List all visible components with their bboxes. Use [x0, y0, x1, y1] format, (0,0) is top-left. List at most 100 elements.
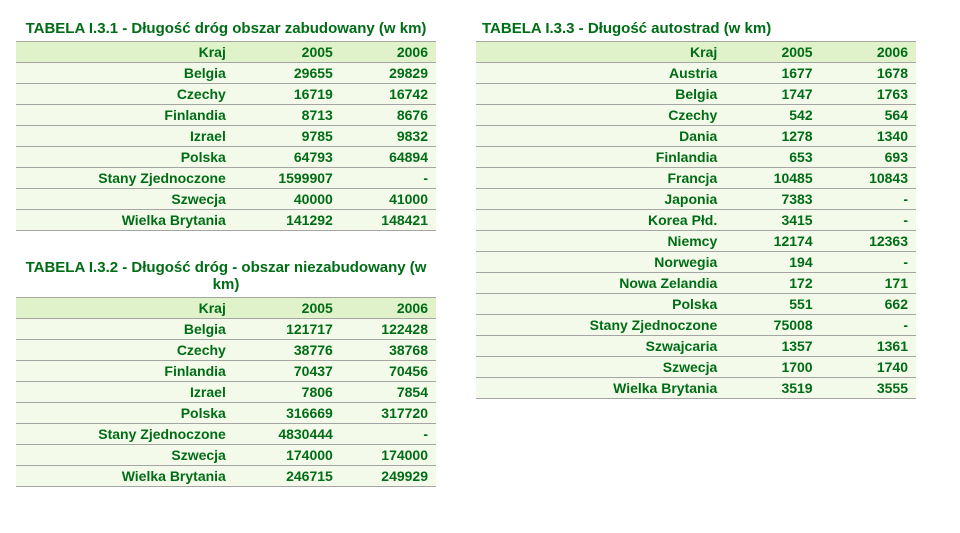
table-2-col-1: 2005	[234, 298, 341, 319]
table-cell: Polska	[16, 147, 234, 168]
table-row: Stany Zjednoczone1599907-	[16, 168, 436, 189]
table-cell: 542	[725, 105, 820, 126]
table-cell: 9832	[341, 126, 436, 147]
table-cell: 653	[725, 147, 820, 168]
table-cell: Polska	[476, 294, 725, 315]
table-1-col-2: 2006	[341, 42, 436, 63]
table-cell: 693	[821, 147, 916, 168]
table-cell: 7806	[234, 382, 341, 403]
table-row: Korea Płd.3415-	[476, 210, 916, 231]
table-row: Japonia7383-	[476, 189, 916, 210]
table-cell: Szwecja	[16, 189, 234, 210]
table-cell: 1700	[725, 357, 820, 378]
table-3-col-0: Kraj	[476, 42, 725, 63]
table-cell: -	[821, 210, 916, 231]
table-cell: 171	[821, 273, 916, 294]
table-row: Szwecja4000041000	[16, 189, 436, 210]
table-cell: 10485	[725, 168, 820, 189]
table-cell: 7854	[341, 382, 436, 403]
table-cell: Austria	[476, 63, 725, 84]
table-row: Stany Zjednoczone4830444-	[16, 424, 436, 445]
table-2-col-0: Kraj	[16, 298, 234, 319]
table-cell: 1357	[725, 336, 820, 357]
table-cell: Szwecja	[476, 357, 725, 378]
table-cell: Dania	[476, 126, 725, 147]
table-row: Niemcy1217412363	[476, 231, 916, 252]
table-cell: 10843	[821, 168, 916, 189]
table-cell: 3519	[725, 378, 820, 399]
table-cell: 3415	[725, 210, 820, 231]
table-cell: 564	[821, 105, 916, 126]
table-cell: 246715	[234, 466, 341, 487]
table-cell: 1340	[821, 126, 916, 147]
table-row: Izrael97859832	[16, 126, 436, 147]
table-row: Wielka Brytania246715249929	[16, 466, 436, 487]
table-cell: Stany Zjednoczone	[16, 168, 234, 189]
table-row: Szwecja174000174000	[16, 445, 436, 466]
table-row: Finlandia653693	[476, 147, 916, 168]
table-3-motorways: TABELA I.3.3 - Długość autostrad (w km) …	[476, 16, 916, 399]
table-cell: 4830444	[234, 424, 341, 445]
table-3-col-1: 2005	[725, 42, 820, 63]
table-cell: Wielka Brytania	[16, 466, 234, 487]
table-cell: Francja	[476, 168, 725, 189]
table-cell: 174000	[341, 445, 436, 466]
table-cell: 1278	[725, 126, 820, 147]
table-3-body: Austria16771678Belgia17471763Czechy54256…	[476, 63, 916, 399]
table-cell: 3555	[821, 378, 916, 399]
table-cell: Korea Płd.	[476, 210, 725, 231]
table-cell: Belgia	[16, 63, 234, 84]
table-row: Szwecja17001740	[476, 357, 916, 378]
table-1-body: Belgia2965529829Czechy1671916742Finlandi…	[16, 63, 436, 231]
table-cell: Izrael	[16, 382, 234, 403]
table-cell: Czechy	[16, 340, 234, 361]
table-cell: Finlandia	[16, 361, 234, 382]
table-row: Belgia121717122428	[16, 319, 436, 340]
table-row: Izrael78067854	[16, 382, 436, 403]
table-1-col-1: 2005	[234, 42, 341, 63]
table-cell: Stany Zjednoczone	[16, 424, 234, 445]
table-cell: 194	[725, 252, 820, 273]
table-cell: 8676	[341, 105, 436, 126]
table-cell: 1678	[821, 63, 916, 84]
table-cell: Belgia	[476, 84, 725, 105]
table-1-col-0: Kraj	[16, 42, 234, 63]
table-cell: Belgia	[16, 319, 234, 340]
table-cell: 1747	[725, 84, 820, 105]
table-cell: 174000	[234, 445, 341, 466]
table-row: Polska316669317720	[16, 403, 436, 424]
table-cell: 1740	[821, 357, 916, 378]
table-cell: 1677	[725, 63, 820, 84]
table-cell: Izrael	[16, 126, 234, 147]
table-cell: Stany Zjednoczone	[476, 315, 725, 336]
table-cell: 38776	[234, 340, 341, 361]
table-row: Szwajcaria13571361	[476, 336, 916, 357]
table-cell: 551	[725, 294, 820, 315]
table-cell: 70437	[234, 361, 341, 382]
table-cell: 75008	[725, 315, 820, 336]
table-row: Nowa Zelandia172171	[476, 273, 916, 294]
table-cell: 12174	[725, 231, 820, 252]
table-3-col-2: 2006	[821, 42, 916, 63]
table-cell: 1763	[821, 84, 916, 105]
table-cell: -	[821, 189, 916, 210]
table-cell: 121717	[234, 319, 341, 340]
table-row: Finlandia87138676	[16, 105, 436, 126]
table-row: Austria16771678	[476, 63, 916, 84]
table-cell: Czechy	[476, 105, 725, 126]
table-cell: -	[341, 424, 436, 445]
table-cell: Nowa Zelandia	[476, 273, 725, 294]
table-cell: Szwajcaria	[476, 336, 725, 357]
table-cell: 249929	[341, 466, 436, 487]
table-cell: 662	[821, 294, 916, 315]
table-cell: 9785	[234, 126, 341, 147]
table-cell: 317720	[341, 403, 436, 424]
table-cell: Szwecja	[16, 445, 234, 466]
table-cell: Niemcy	[476, 231, 725, 252]
table-row: Dania12781340	[476, 126, 916, 147]
table-cell: 141292	[234, 210, 341, 231]
table-row: Finlandia7043770456	[16, 361, 436, 382]
right-column: TABELA I.3.3 - Długość autostrad (w km) …	[476, 16, 916, 423]
left-column: TABELA I.3.1 - Długość dróg obszar zabud…	[16, 16, 436, 511]
table-row: Czechy542564	[476, 105, 916, 126]
